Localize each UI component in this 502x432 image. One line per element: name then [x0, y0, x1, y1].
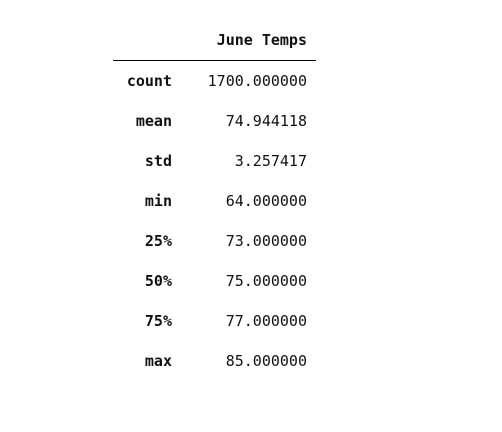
cell-25: 73.000000: [225, 232, 307, 250]
table-row-max: max 85.000000: [113, 341, 316, 381]
row-label-mean: mean: [135, 112, 172, 130]
row-label-25: 25%: [144, 232, 172, 250]
row-label-max: max: [144, 352, 172, 370]
cell-max: 85.000000: [225, 352, 307, 370]
table-header: June Temps: [113, 20, 316, 61]
table-row-25: 25% 73.000000: [113, 221, 316, 261]
table-row-std: std 3.257417: [113, 141, 316, 181]
table-row-min: min 64.000000: [113, 181, 316, 221]
cell-std: 3.257417: [234, 152, 307, 170]
row-label-75: 75%: [144, 312, 172, 330]
table-row-50: 50% 75.000000: [113, 261, 316, 301]
row-label-50: 50%: [144, 272, 172, 290]
header-row: June Temps: [113, 20, 316, 61]
table-row-mean: mean 74.944118: [113, 101, 316, 141]
describe-table: June Temps count 1700.000000 mean 74.944…: [113, 20, 316, 381]
index-header: [113, 20, 185, 61]
cell-75: 77.000000: [225, 312, 307, 330]
cell-mean: 74.944118: [225, 112, 307, 130]
row-label-min: min: [144, 192, 172, 210]
column-header-june-temps: June Temps: [185, 20, 316, 61]
table-body: count 1700.000000 mean 74.944118 std 3.2…: [113, 61, 316, 382]
cell-min: 64.000000: [225, 192, 307, 210]
row-label-count: count: [126, 72, 172, 90]
table-row-75: 75% 77.000000: [113, 301, 316, 341]
cell-50: 75.000000: [225, 272, 307, 290]
cell-count: 1700.000000: [207, 72, 307, 90]
table-row-count: count 1700.000000: [113, 61, 316, 102]
row-label-std: std: [144, 152, 172, 170]
